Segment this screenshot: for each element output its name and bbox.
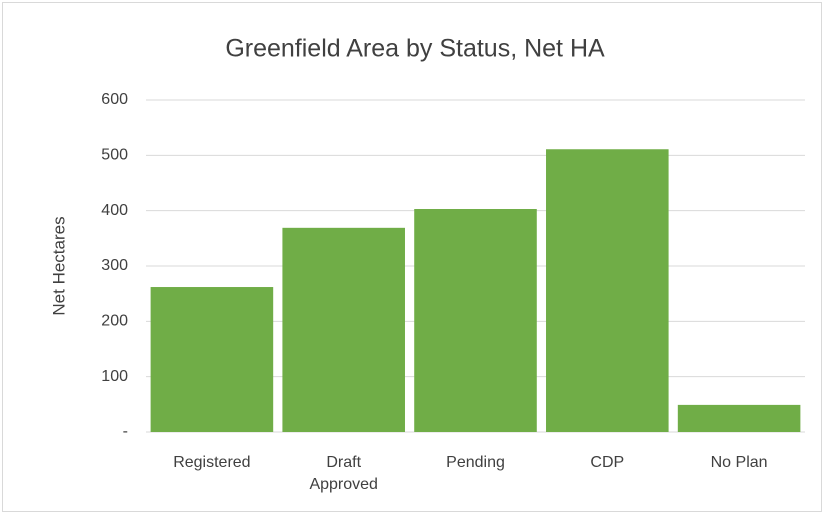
bar: [282, 227, 405, 432]
bar: [546, 149, 669, 432]
bar: [414, 209, 537, 432]
y-tick-label: 300: [101, 257, 128, 274]
x-tick-label: Registered: [173, 454, 251, 471]
chart-title: Greenfield Area by Status, Net HA: [225, 35, 605, 63]
y-tick-label: 600: [101, 91, 128, 108]
y-tick-label: 200: [101, 313, 128, 330]
bar: [150, 287, 274, 432]
y-tick-label: -: [123, 423, 128, 440]
x-tick-label: CDP: [590, 454, 625, 471]
bar: [677, 404, 801, 432]
y-tick-label: 400: [101, 202, 128, 219]
x-tick-label: No Plan: [710, 454, 768, 471]
y-tick-label: 500: [101, 147, 128, 164]
y-tick-label: 100: [101, 368, 128, 385]
x-tick-label: Pending: [446, 454, 505, 471]
x-tick-label: Draft Approved: [309, 454, 378, 493]
y-axis-label: Net Hectares: [49, 216, 68, 315]
